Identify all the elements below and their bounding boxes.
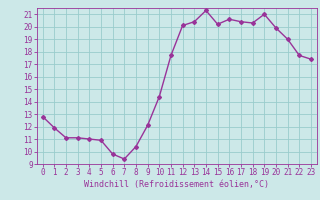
X-axis label: Windchill (Refroidissement éolien,°C): Windchill (Refroidissement éolien,°C) — [84, 180, 269, 189]
